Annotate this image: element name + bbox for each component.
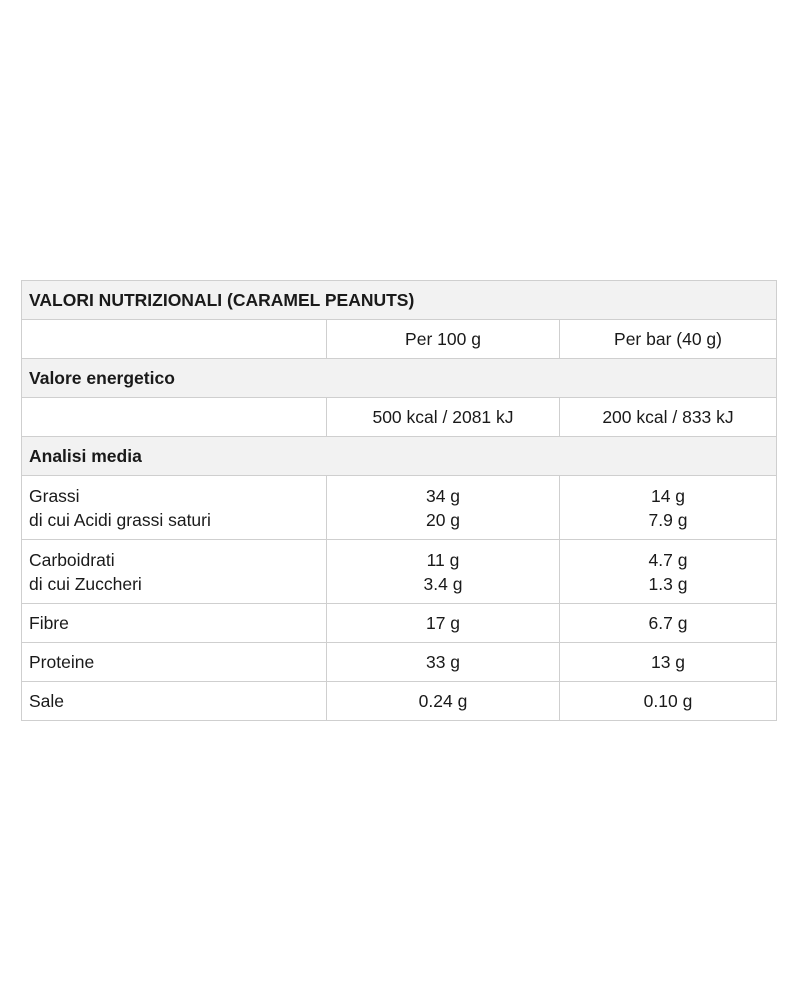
section-header-energy: Valore energetico bbox=[22, 359, 776, 398]
column-header-row: Per 100 g Per bar (40 g) bbox=[22, 320, 776, 359]
section-title: Valore energetico bbox=[29, 368, 175, 388]
row-label: Grassi di cui Acidi grassi saturi bbox=[22, 476, 326, 539]
value-per-bar: 6.7 g bbox=[559, 604, 776, 642]
value-per-100g: 34 g 20 g bbox=[326, 476, 559, 539]
value-sub: 7.9 g bbox=[648, 509, 688, 530]
row-label-sub: di cui Zuccheri bbox=[29, 573, 142, 594]
row-label: Fibre bbox=[29, 613, 69, 633]
table-row-fats: Grassi di cui Acidi grassi saturi 34 g 2… bbox=[22, 476, 776, 540]
row-label: Carboidrati di cui Zuccheri bbox=[22, 540, 326, 603]
nutrition-table: VALORI NUTRIZIONALI (CARAMEL PEANUTS) Pe… bbox=[21, 280, 777, 721]
section-title: Analisi media bbox=[29, 446, 142, 466]
table-row-energy: 500 kcal / 2081 kJ 200 kcal / 833 kJ bbox=[22, 398, 776, 437]
row-label: Sale bbox=[29, 691, 65, 711]
value-per-100g: 33 g bbox=[326, 643, 559, 681]
value-sub: 3.4 g bbox=[423, 573, 463, 594]
table-row-fibre: Fibre 17 g 6.7 g bbox=[22, 604, 776, 643]
table-row-salt: Sale 0.24 g 0.10 g bbox=[22, 682, 776, 721]
column-header-empty bbox=[22, 320, 326, 358]
row-label bbox=[22, 398, 326, 436]
row-label-main: Grassi bbox=[29, 485, 80, 506]
table-title-row: VALORI NUTRIZIONALI (CARAMEL PEANUTS) bbox=[22, 281, 776, 320]
value-per-100g: 0.24 g bbox=[326, 682, 559, 720]
energy-per-bar: 200 kcal / 833 kJ bbox=[559, 398, 776, 436]
value-main: 11 g bbox=[426, 549, 460, 570]
row-label-sub: di cui Acidi grassi saturi bbox=[29, 509, 211, 530]
value-per-bar: 14 g 7.9 g bbox=[559, 476, 776, 539]
value-per-100g: 11 g 3.4 g bbox=[326, 540, 559, 603]
value-per-100g: 17 g bbox=[326, 604, 559, 642]
row-label-main: Carboidrati bbox=[29, 549, 115, 570]
table-row-protein: Proteine 33 g 13 g bbox=[22, 643, 776, 682]
value-sub: 1.3 g bbox=[648, 573, 688, 594]
value-per-bar: 13 g bbox=[559, 643, 776, 681]
energy-per-100g: 500 kcal / 2081 kJ bbox=[326, 398, 559, 436]
column-header-per-bar: Per bar (40 g) bbox=[559, 320, 776, 358]
table-row-carbs: Carboidrati di cui Zuccheri 11 g 3.4 g 4… bbox=[22, 540, 776, 604]
table-title: VALORI NUTRIZIONALI (CARAMEL PEANUTS) bbox=[29, 290, 415, 310]
value-main: 4.7 g bbox=[648, 549, 688, 570]
value-main: 34 g bbox=[425, 485, 461, 506]
section-header-analysis: Analisi media bbox=[22, 437, 776, 476]
row-label: Proteine bbox=[29, 652, 95, 672]
value-sub: 20 g bbox=[425, 509, 461, 530]
column-header-per-100g: Per 100 g bbox=[326, 320, 559, 358]
value-per-bar: 4.7 g 1.3 g bbox=[559, 540, 776, 603]
value-main: 14 g bbox=[650, 485, 686, 506]
value-per-bar: 0.10 g bbox=[559, 682, 776, 720]
